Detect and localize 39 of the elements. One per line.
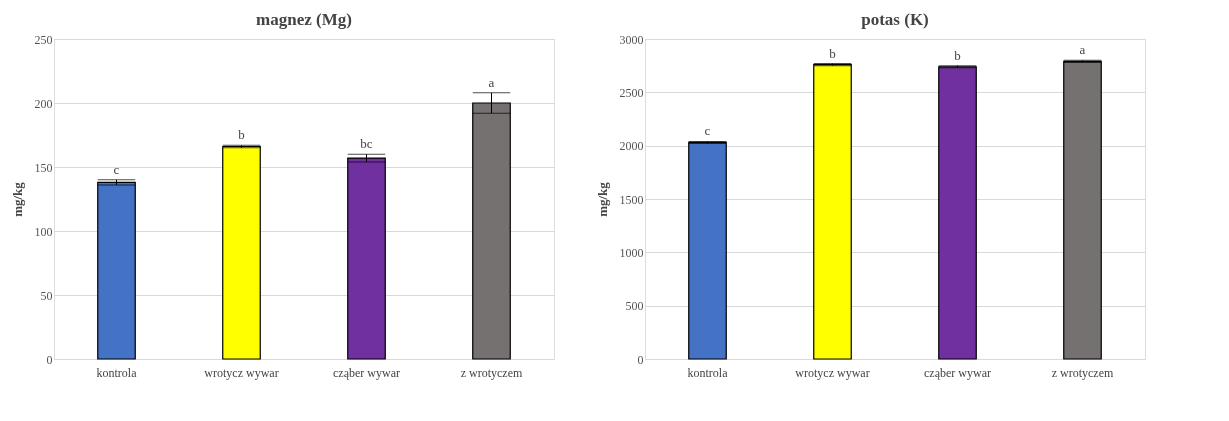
y-axis-title: mg/kg xyxy=(9,181,25,217)
x-tick-label: kontrola xyxy=(96,365,138,380)
y-tick-label: 500 xyxy=(625,299,644,314)
x-tick-label: cząber wywar xyxy=(924,365,991,380)
x-tick-label: cząber wywar xyxy=(333,365,400,380)
bar xyxy=(222,145,261,360)
bar xyxy=(688,141,727,360)
bar xyxy=(813,63,852,360)
bar xyxy=(1063,60,1102,360)
annotation: bc xyxy=(360,136,373,152)
y-tick-label: 150 xyxy=(34,160,53,175)
annotation: b xyxy=(954,47,961,63)
annotation: c xyxy=(704,123,711,139)
y-tick-label: 50 xyxy=(40,288,53,303)
bar xyxy=(938,66,977,360)
y-tick-label: 0 xyxy=(46,352,53,367)
y-tick-label: 100 xyxy=(34,224,53,239)
annotation: c xyxy=(113,161,120,177)
y-tick-label: 2500 xyxy=(619,85,644,100)
annotation: a xyxy=(1079,42,1086,58)
annotation: a xyxy=(488,74,495,90)
annotation: b xyxy=(829,45,836,61)
y-tick-label: 250 xyxy=(34,32,53,47)
x-tick-label: wrotycz wywar xyxy=(204,365,279,380)
y-axis-title: mg/kg xyxy=(594,181,610,217)
annotation: b xyxy=(238,127,245,143)
y-tick-label: 1500 xyxy=(619,192,644,207)
y-tick-label: 200 xyxy=(34,96,53,111)
y-tick-label: 3000 xyxy=(619,32,644,47)
chart-title: potas (K) xyxy=(861,10,929,29)
y-tick-label: 1000 xyxy=(619,245,644,260)
bar xyxy=(97,181,136,360)
x-tick-label: z wrotyczem xyxy=(1051,365,1114,380)
y-tick-label: 0 xyxy=(637,352,644,367)
chart-title: magnez (Mg) xyxy=(256,10,352,29)
x-tick-label: kontrola xyxy=(687,365,729,380)
x-tick-label: z wrotyczem xyxy=(460,365,523,380)
y-tick-label: 2000 xyxy=(619,139,644,154)
x-tick-label: wrotycz wywar xyxy=(795,365,870,380)
